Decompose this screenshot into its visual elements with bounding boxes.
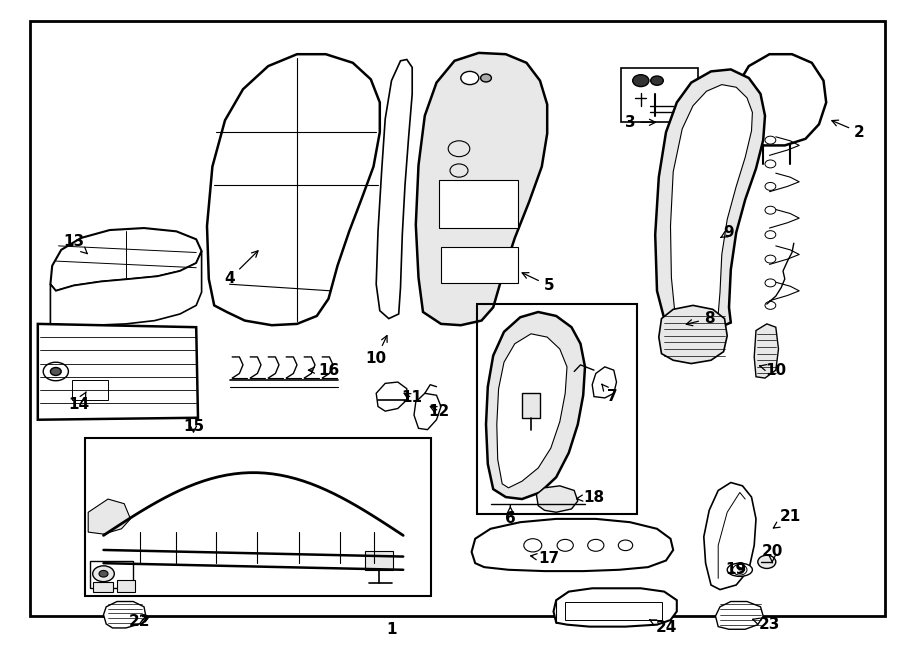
Bar	[90, 561, 133, 588]
Bar	[441, 247, 518, 283]
Polygon shape	[704, 483, 756, 590]
Text: 20: 20	[761, 545, 783, 563]
Circle shape	[765, 206, 776, 214]
Text: 10: 10	[365, 336, 387, 366]
Bar	[565, 602, 662, 620]
Text: 7: 7	[602, 384, 617, 404]
Text: 18: 18	[577, 490, 605, 504]
Circle shape	[99, 570, 108, 577]
Text: 17: 17	[531, 551, 560, 566]
Text: 12: 12	[428, 404, 450, 418]
Text: 6: 6	[505, 506, 516, 526]
Bar	[477, 304, 637, 514]
Text: 5: 5	[522, 273, 554, 293]
Circle shape	[43, 362, 68, 381]
Bar	[439, 180, 518, 228]
Text: 11: 11	[401, 391, 423, 405]
Circle shape	[765, 279, 776, 287]
Bar	[85, 438, 431, 596]
Text: 9: 9	[721, 225, 734, 240]
Text: 8: 8	[687, 311, 715, 326]
Bar	[117, 580, 135, 592]
Polygon shape	[655, 69, 765, 327]
Text: 19: 19	[725, 563, 747, 577]
Polygon shape	[734, 54, 826, 145]
Polygon shape	[754, 324, 778, 378]
Text: 21: 21	[773, 510, 801, 528]
Text: 2: 2	[832, 120, 865, 139]
Polygon shape	[38, 324, 198, 420]
Circle shape	[765, 231, 776, 239]
Text: 23: 23	[752, 617, 780, 632]
Text: 1: 1	[386, 622, 397, 637]
Polygon shape	[716, 602, 763, 629]
Bar	[522, 393, 540, 418]
Circle shape	[481, 74, 491, 82]
Text: 3: 3	[625, 115, 655, 130]
Circle shape	[93, 566, 114, 582]
Polygon shape	[592, 367, 617, 398]
Polygon shape	[416, 53, 547, 325]
Polygon shape	[659, 305, 727, 364]
Circle shape	[765, 301, 776, 309]
Text: 24: 24	[650, 620, 677, 635]
Circle shape	[765, 182, 776, 190]
Circle shape	[765, 136, 776, 144]
Polygon shape	[376, 382, 407, 411]
Text: 10: 10	[760, 363, 787, 377]
Bar	[621, 68, 698, 122]
Polygon shape	[486, 312, 585, 499]
Text: 14: 14	[68, 392, 90, 412]
Polygon shape	[414, 393, 441, 430]
Text: 22: 22	[129, 614, 150, 629]
Polygon shape	[104, 602, 146, 628]
Circle shape	[765, 255, 776, 263]
Ellipse shape	[727, 563, 752, 576]
Text: 13: 13	[63, 234, 87, 254]
Circle shape	[633, 75, 649, 87]
Polygon shape	[536, 486, 578, 512]
Polygon shape	[472, 519, 673, 571]
Circle shape	[651, 76, 663, 85]
Polygon shape	[497, 334, 567, 488]
Bar	[93, 582, 112, 592]
Circle shape	[50, 368, 61, 375]
Bar	[72, 380, 108, 400]
Circle shape	[765, 160, 776, 168]
Bar	[364, 551, 393, 570]
Polygon shape	[554, 588, 677, 627]
Polygon shape	[50, 251, 202, 325]
Text: 4: 4	[224, 251, 258, 286]
Polygon shape	[50, 228, 202, 291]
Text: 16: 16	[309, 363, 339, 377]
Polygon shape	[376, 59, 412, 319]
Text: 15: 15	[183, 419, 204, 434]
Polygon shape	[207, 54, 380, 325]
Circle shape	[461, 71, 479, 85]
Polygon shape	[670, 85, 752, 321]
Polygon shape	[88, 499, 130, 534]
Circle shape	[758, 555, 776, 568]
